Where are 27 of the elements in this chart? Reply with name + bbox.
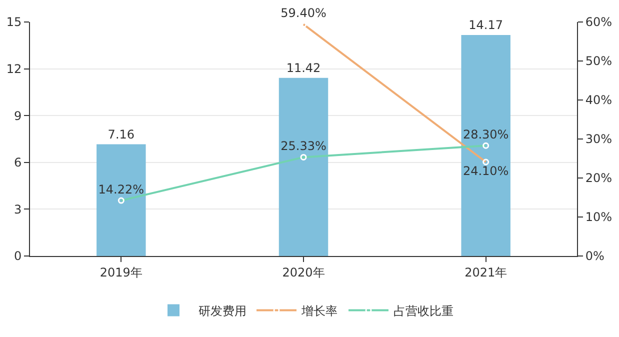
data-label: 11.42: [286, 60, 321, 75]
legend-label: 研发费用: [198, 304, 246, 318]
data-label: 14.22%: [98, 182, 144, 196]
data-label: 59.40%: [280, 6, 326, 20]
y2-tick-label: 40%: [585, 93, 612, 108]
y2-tick-label: 60%: [585, 15, 612, 30]
legend-label: 占营收比重: [394, 304, 454, 318]
y2-tick-label: 0%: [585, 249, 604, 264]
data-label: 28.30%: [462, 128, 509, 142]
y2-tick-label: 20%: [585, 171, 612, 186]
legend-label: 增长率: [300, 304, 338, 318]
y2-tick-label: 50%: [585, 54, 612, 68]
data-label: 7.16: [108, 127, 135, 142]
y2-tick-label: 10%: [585, 210, 612, 224]
y-tick-label: 15: [6, 15, 22, 30]
x-tick-label: 2020年: [282, 265, 325, 280]
y-tick-label: 0: [14, 249, 22, 264]
y-tick-label: 6: [14, 156, 22, 170]
x-tick-label: 2019年: [100, 265, 142, 280]
data-label: 24.10%: [462, 164, 509, 178]
y-tick-label: 3: [14, 202, 22, 216]
data-label: 25.33%: [280, 139, 326, 154]
y-tick-label: 12: [6, 62, 22, 76]
y2-tick-label: 30%: [585, 132, 612, 146]
x-tick-label: 2021年: [464, 265, 508, 280]
data-label: 14.17: [468, 18, 504, 32]
y-tick-label: 9: [14, 108, 22, 123]
